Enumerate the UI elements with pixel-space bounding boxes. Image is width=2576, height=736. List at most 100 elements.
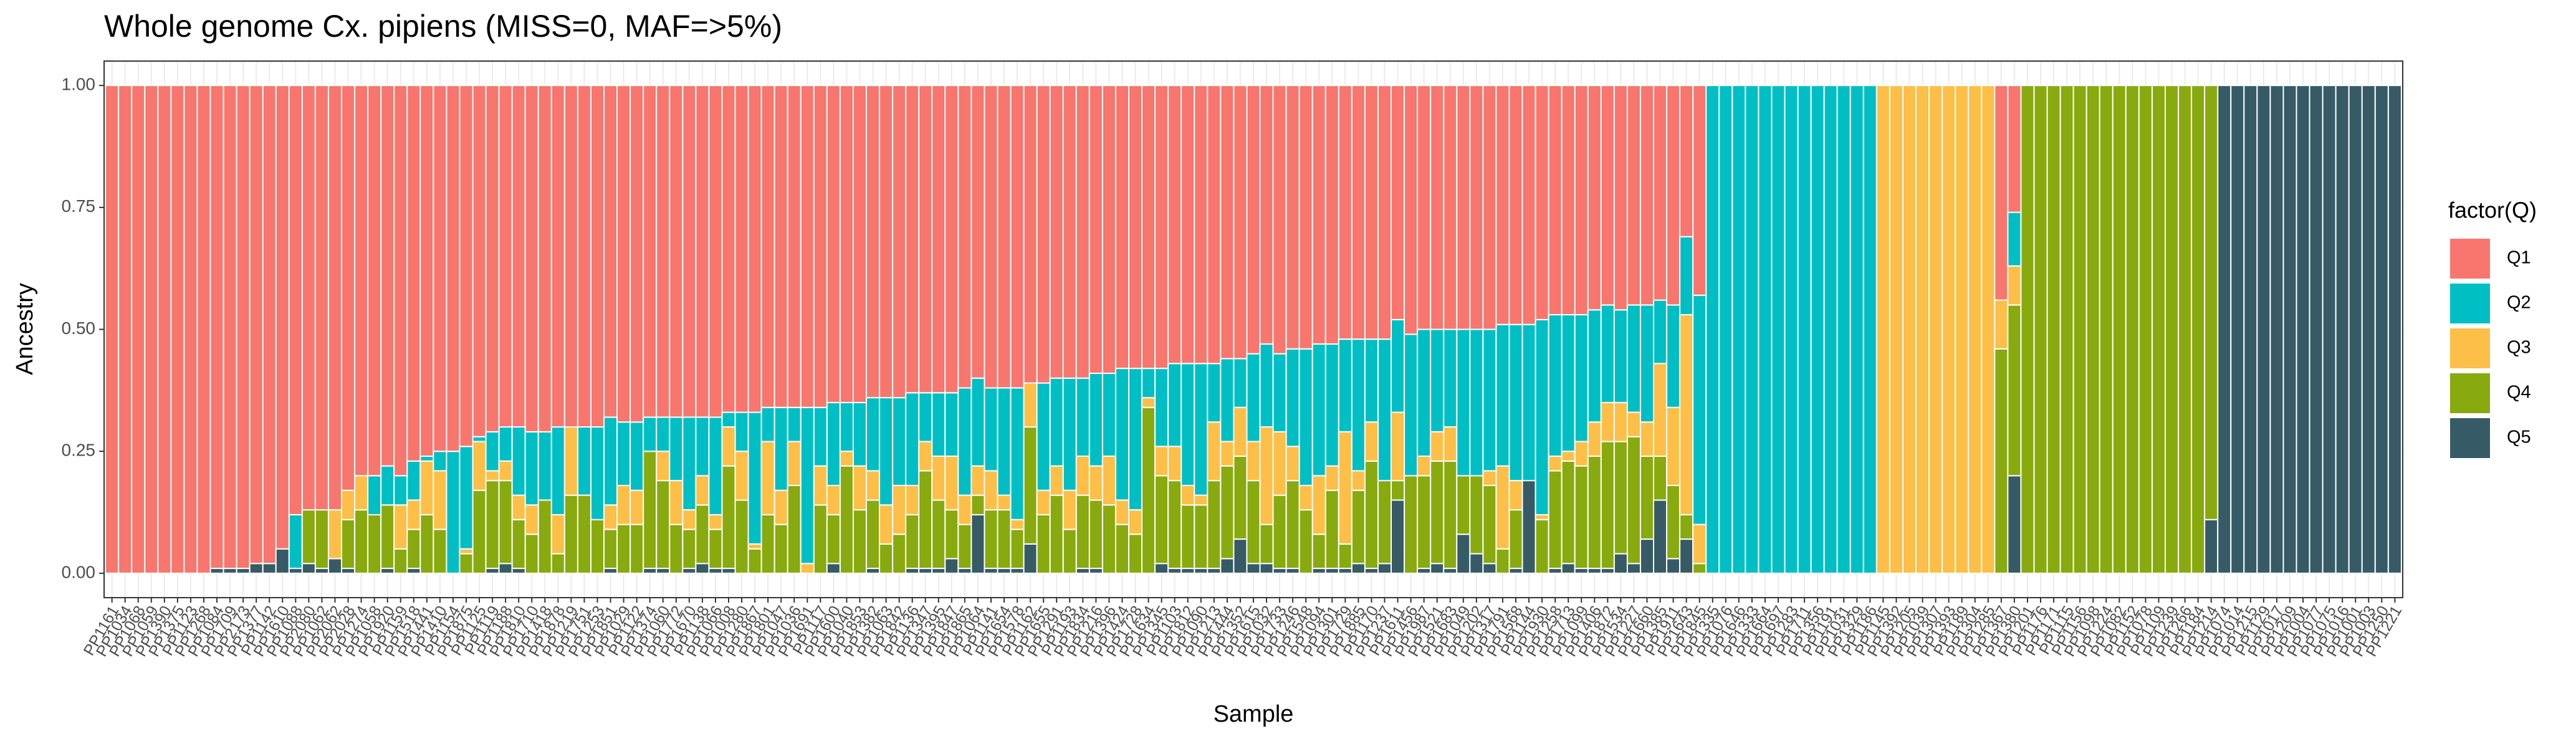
bar-segment [852,401,868,467]
bar-segment [1994,299,2009,350]
bar-segment [1482,85,1497,330]
bar-segment [2204,519,2219,574]
bar-segment [708,514,723,530]
bar-segment [800,85,815,408]
bar-segment [1482,328,1497,472]
bar-segment [1220,465,1235,560]
bar-segment [433,85,448,452]
bar-segment [380,504,395,570]
bar-segment [970,377,985,467]
bar-segment [892,533,907,574]
legend-label: Q5 [2507,428,2531,447]
bar-segment [393,85,408,477]
bar-segment [905,85,920,394]
bar-segment [1889,85,1903,574]
bar-segment [341,519,356,570]
bar-segment [826,85,841,403]
bar-segment [1075,456,1090,496]
bar-segment [800,406,815,565]
bar-segment [537,499,552,574]
bar-segment [813,406,828,467]
bar-segment [747,543,762,550]
bar-segment [1994,85,2009,301]
bar-segment [997,387,1012,496]
bar-segment [472,441,487,491]
bar-segment [984,85,998,389]
bar-segment [157,85,172,574]
bar-segment [511,494,526,520]
bar-segment [1101,456,1116,506]
bar-segment [813,85,828,408]
bar-segment [1141,368,1156,399]
y-tick-label: 1.00 [62,75,96,94]
bar-segment [1535,514,1549,520]
bar-segment [1220,558,1235,574]
bar-segment [616,484,631,525]
bar-segment [944,558,959,574]
bar-segment [1639,85,1655,306]
bar-segment [905,392,920,486]
bar-segment [669,480,684,525]
bar-segment [2151,85,2166,574]
bar-segment [1495,323,1510,467]
bar-segment [1587,421,1602,457]
bar-segment [2007,304,2022,477]
bar-segment [1548,85,1563,316]
bar-segment [1062,377,1077,491]
bar-segment [603,528,618,570]
bar-segment [1666,85,1681,306]
bar-segment [1246,480,1261,565]
bar-segment [787,484,802,574]
bar-segment [446,85,461,452]
bar-segment [1351,85,1366,340]
bar-segment [1062,489,1077,530]
bar-segment [524,504,539,535]
bar-segment [577,85,591,428]
bar-segment [1311,533,1326,570]
bar-segment [472,85,487,437]
bar-segment [1167,568,1182,574]
bar-segment [905,484,920,515]
bar-segment [1705,85,1720,574]
bar-segment [341,568,356,574]
bar-segment [1613,85,1628,311]
bar-segment [839,451,854,467]
bar-segment [2374,85,2389,574]
bar-segment [1036,514,1051,574]
bar-segment [1259,426,1274,525]
bar-segment [1272,494,1287,570]
bar-segment [249,563,264,574]
bar-segment [1443,460,1458,570]
bar-segment [236,568,251,574]
bar-segment [656,568,671,574]
bar-segment [695,475,710,506]
legend-key [2449,282,2491,325]
bar-segment [1692,523,1707,565]
bar-segment [1351,489,1366,565]
bar-segment [1272,568,1287,574]
bar-segment [1548,568,1563,574]
bar-segment [1955,85,1970,574]
bar-segment [1443,568,1458,574]
bar-segment [866,85,881,399]
bar-segment [721,85,736,413]
bar-segment [773,406,788,491]
bar-segment [1075,377,1090,457]
bar-segment [1928,85,1943,574]
bar-segment [1548,456,1563,472]
bar-segment [1010,568,1025,574]
bar-segment [630,489,644,525]
bar-segment [852,509,868,574]
bar-segment [341,489,356,520]
bar-segment [1587,309,1602,423]
bar-segment [511,568,526,574]
bar-segment [1023,85,1038,384]
bar-segment [380,85,395,467]
bar-segment [1246,441,1261,482]
bar-segment [1101,85,1116,374]
bar-segment [1653,299,1668,365]
bar-segment [511,426,526,496]
bar-segment [1324,568,1339,574]
bar-segment [1194,568,1209,574]
bar-segment [892,85,907,399]
